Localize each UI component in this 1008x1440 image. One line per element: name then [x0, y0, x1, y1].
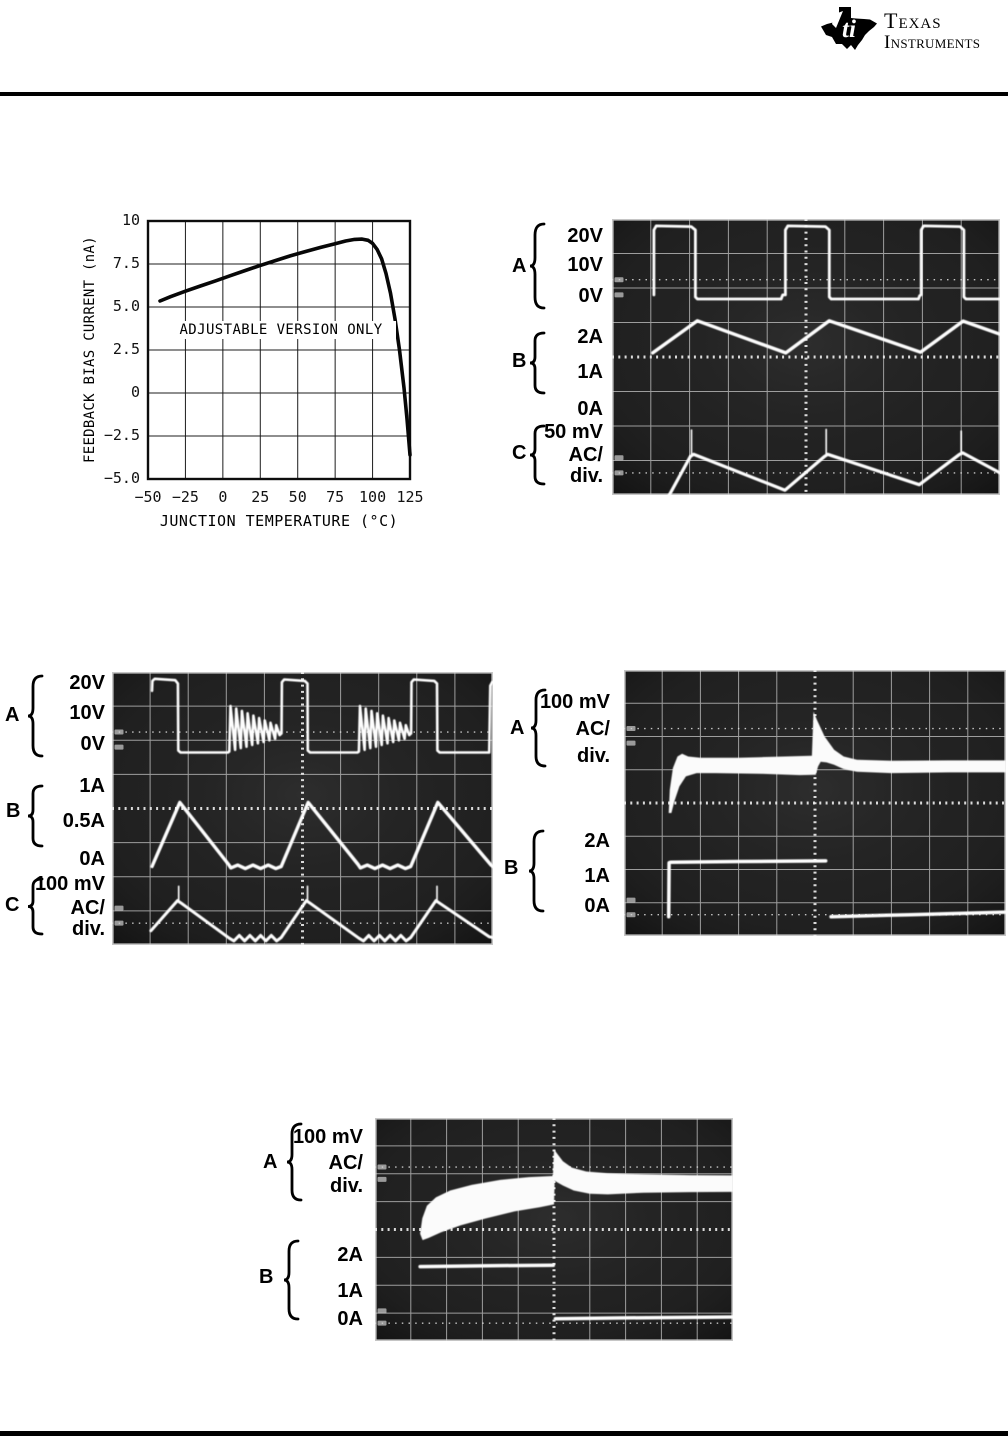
brace-icon [286, 1122, 303, 1202]
y-tick-label: −5.0 [103, 469, 140, 487]
oscilloscope-photo-load-transient [624, 670, 1006, 936]
brace-icon [529, 331, 546, 395]
channel-letter-b: B [259, 1266, 274, 1288]
y-tick-label: 7.5 [112, 254, 140, 272]
ti-logo-text: Texas Instruments [884, 6, 981, 53]
y-tick-label: 0 [130, 383, 140, 401]
brand-line-1: Texas [884, 8, 942, 33]
scale-label: AC/ [70, 897, 105, 919]
x-tick-label: 100 [359, 488, 387, 506]
scale-label: 100 mV [292, 1126, 363, 1148]
scale-label: 0V [80, 733, 105, 755]
channel-letter-a: A [5, 704, 20, 726]
oscilloscope-photo-discontinuous [112, 672, 493, 945]
scale-label: 0.5A [62, 810, 105, 832]
scale-label: 1A [337, 1280, 363, 1302]
channel-letter-b: B [504, 857, 519, 879]
feedback-bias-current-chart [146, 219, 412, 481]
channel-letter-b: B [6, 800, 21, 822]
channel-letter-a: A [263, 1151, 278, 1173]
y-tick-label: 5.0 [112, 297, 140, 315]
y-tick-label: 10 [121, 211, 140, 229]
brace-icon [283, 1239, 300, 1321]
channel-letter-a: A [510, 717, 525, 739]
scale-label: 2A [337, 1244, 363, 1266]
header-rule [0, 92, 1008, 96]
scale-label: 0A [79, 848, 105, 870]
scale-label: 100 mV [34, 873, 105, 895]
scale-label: 20V [69, 672, 105, 694]
scale-label: 2A [584, 830, 610, 852]
x-tick-label: 125 [396, 488, 424, 506]
channel-letter-c: C [5, 894, 20, 916]
ti-monogram: ti [842, 16, 856, 43]
x-axis-title: JUNCTION TEMPERATURE (°C) [159, 512, 399, 530]
x-tick-label: 50 [288, 488, 307, 506]
x-tick-label: 25 [251, 488, 270, 506]
brace-icon [27, 877, 44, 936]
scale-label: 2A [577, 326, 603, 348]
scale-label: AC/ [568, 444, 603, 466]
scale-label: div. [577, 745, 610, 767]
scale-label: 50 mV [544, 421, 603, 443]
scale-label: div. [570, 465, 603, 487]
scale-label: 1A [584, 865, 610, 887]
scale-label: 0A [584, 895, 610, 917]
x-tick-label: −50 [134, 488, 162, 506]
brace-icon [27, 674, 44, 758]
x-tick-label: −25 [171, 488, 199, 506]
scale-label: 10V [69, 702, 105, 724]
brace-icon [27, 784, 44, 848]
oscilloscope-photo-load-transient-2 [375, 1118, 733, 1341]
scale-label: div. [330, 1175, 363, 1197]
scale-label: 0A [577, 398, 603, 420]
brace-icon [528, 829, 545, 913]
scale-label: 100 mV [539, 691, 610, 713]
scale-label: AC/ [575, 718, 610, 740]
scale-label: 20V [567, 225, 603, 247]
x-tick-label: 75 [326, 488, 345, 506]
ti-texas-icon: ti [821, 7, 877, 50]
scale-label: 0V [578, 285, 603, 307]
scale-label: 1A [577, 361, 603, 383]
scale-label: 10V [567, 254, 603, 276]
scale-label: div. [72, 918, 105, 940]
brace-icon [529, 424, 546, 486]
ti-logo: ti Texas Instruments [820, 6, 980, 52]
scale-label: AC/ [328, 1152, 363, 1174]
brand-line-2: Instruments [884, 32, 981, 53]
x-tick-label: 0 [218, 488, 228, 506]
channel-letter-c: C [512, 442, 527, 464]
channel-letter-a: A [512, 255, 527, 277]
brace-icon [530, 688, 547, 768]
footer-rule [0, 1431, 1008, 1436]
y-tick-label: −2.5 [103, 426, 140, 444]
brace-icon [529, 222, 546, 310]
oscilloscope-photo-continuous [612, 219, 1000, 495]
scale-label: 1A [79, 775, 105, 797]
chart-annotation: ADJUSTABLE VERSION ONLY [166, 321, 396, 339]
y-tick-label: 2.5 [112, 340, 140, 358]
scale-label: 0A [337, 1308, 363, 1330]
channel-letter-b: B [512, 350, 527, 372]
